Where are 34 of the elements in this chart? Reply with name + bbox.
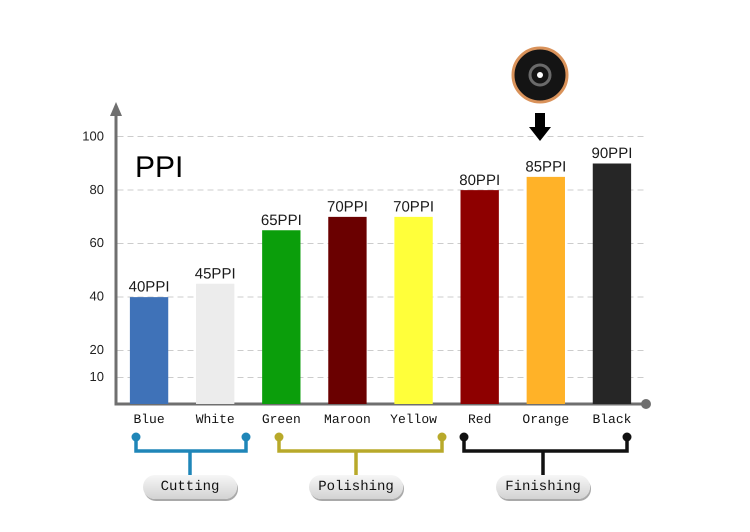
bar <box>130 297 168 404</box>
x-tick-label: Orange <box>522 412 570 428</box>
data-label: 70PPI <box>393 198 434 216</box>
data-label: 45PPI <box>194 265 236 282</box>
text: Polishing <box>318 479 394 495</box>
y-axis-title: PPI <box>135 151 184 184</box>
data-label: 40PPI <box>128 278 170 296</box>
y-tick-label: 100 <box>82 128 104 144</box>
bar <box>196 284 234 404</box>
y-tick-label: 80 <box>90 182 104 197</box>
text: Cutting <box>160 479 220 495</box>
bar <box>394 216 433 404</box>
bar <box>328 216 367 404</box>
data-label: 80PPI <box>459 172 500 189</box>
x-tick-label: Yellow <box>390 412 438 428</box>
data-label: 70PPI <box>327 198 368 216</box>
x-tick-label: Red <box>468 412 492 428</box>
data-label: 65PPI <box>260 212 302 229</box>
bar <box>262 230 300 404</box>
data-label: 90PPI <box>592 145 632 162</box>
x-tick-label: White <box>196 412 235 428</box>
y-tick-label: 10 <box>90 368 104 384</box>
bar <box>592 163 632 404</box>
x-tick-label: Black <box>592 412 632 428</box>
y-tick-label: 40 <box>90 288 104 304</box>
text: Finishing <box>505 479 581 495</box>
y-tick-label: 60 <box>90 235 104 250</box>
bar <box>460 190 499 404</box>
bar <box>526 176 565 404</box>
data-label: 85PPI <box>525 158 566 176</box>
x-tick-label: Maroon <box>324 412 371 428</box>
x-tick-label: Blue <box>133 412 165 428</box>
x-tick-label: Green <box>262 412 301 428</box>
y-tick-label: 20 <box>90 342 104 358</box>
